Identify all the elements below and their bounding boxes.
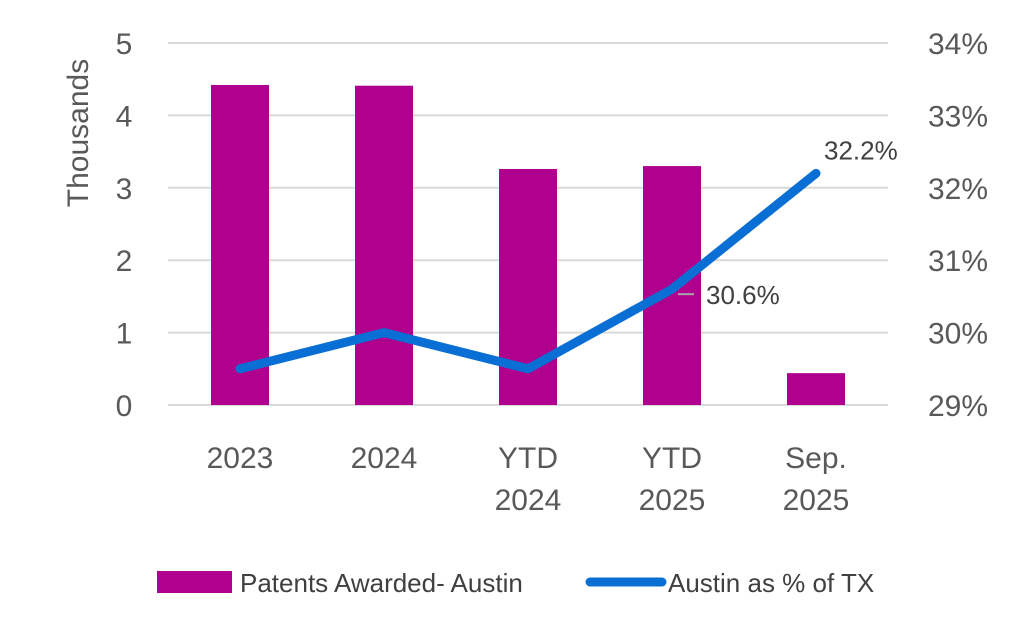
line-point (814, 171, 818, 176)
line-point (526, 366, 530, 371)
y2-tick-label: 29% (928, 390, 988, 423)
y-tick-label: 3 (116, 173, 133, 206)
bar-series (211, 84, 845, 405)
y-axis-title: Thousands (62, 59, 95, 207)
axes: Thousands 0 1 2 3 4 5 29% 30% 31% 32% 33% 34% 2023 20… (62, 28, 988, 517)
line-point (382, 330, 386, 335)
legend: Patents Awarded- Austin Austin as % of T… (157, 568, 874, 598)
y-tick-label: 0 (116, 390, 133, 423)
legend-swatch-bar (157, 571, 232, 593)
x-tick-label: 2023 (207, 442, 274, 475)
x-tick-label: Sep. 2025 (783, 442, 850, 517)
line-point (670, 287, 674, 292)
line-series: 30.6% 32.2% (235, 135, 898, 374)
bar (355, 85, 413, 405)
line-point (238, 366, 242, 371)
y-tick-label: 5 (116, 28, 133, 61)
y-tick-label: 4 (116, 100, 133, 133)
data-label: 32.2% (824, 135, 898, 165)
y-tick-label: 1 (116, 318, 133, 351)
y-tick-label: 2 (116, 245, 133, 278)
x-tick-label: 2024 (351, 442, 418, 475)
y2-tick-label: 31% (928, 245, 988, 278)
y2-tick-label: 30% (928, 318, 988, 351)
y2-tick-label: 33% (928, 100, 988, 133)
legend-label-line: Austin as % of TX (668, 568, 874, 598)
bar (211, 84, 269, 405)
data-label: 30.6% (706, 280, 780, 310)
x-tick-label: YTD 2024 (495, 442, 562, 517)
y2-tick-label: 32% (928, 173, 988, 206)
bar (787, 373, 845, 405)
y2-tick-label: 34% (928, 28, 988, 61)
legend-label-bar: Patents Awarded- Austin (240, 568, 523, 598)
x-tick-label: YTD 2025 (639, 442, 706, 517)
